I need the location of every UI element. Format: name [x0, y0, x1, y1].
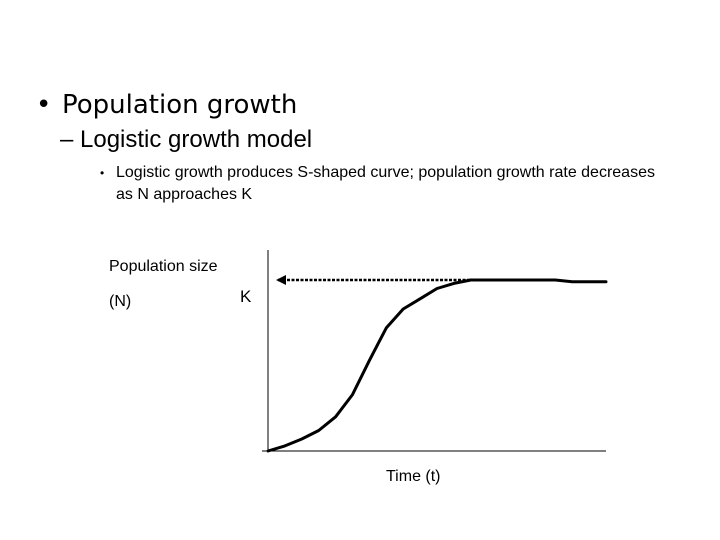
population-curve — [266, 278, 608, 453]
bullet-level1: • Population growth — [36, 90, 297, 120]
bullet-marker: • — [36, 90, 52, 120]
bullet-marker-small: • — [100, 166, 105, 180]
bullet-level3-text: Logistic growth produces S-shaped curve;… — [116, 164, 655, 203]
y-axis-label: Population size — [109, 258, 218, 275]
bullet-level1-text: Population growth — [62, 90, 298, 120]
x-axis-label: Time (t) — [386, 468, 441, 485]
bullet-level2: – Logistic growth model — [60, 126, 313, 153]
bullet-level3: • Logistic growth produces S-shaped curv… — [100, 162, 660, 206]
y-axis-unit: (N) — [109, 293, 132, 310]
carrying-capacity-label: K — [240, 287, 252, 306]
